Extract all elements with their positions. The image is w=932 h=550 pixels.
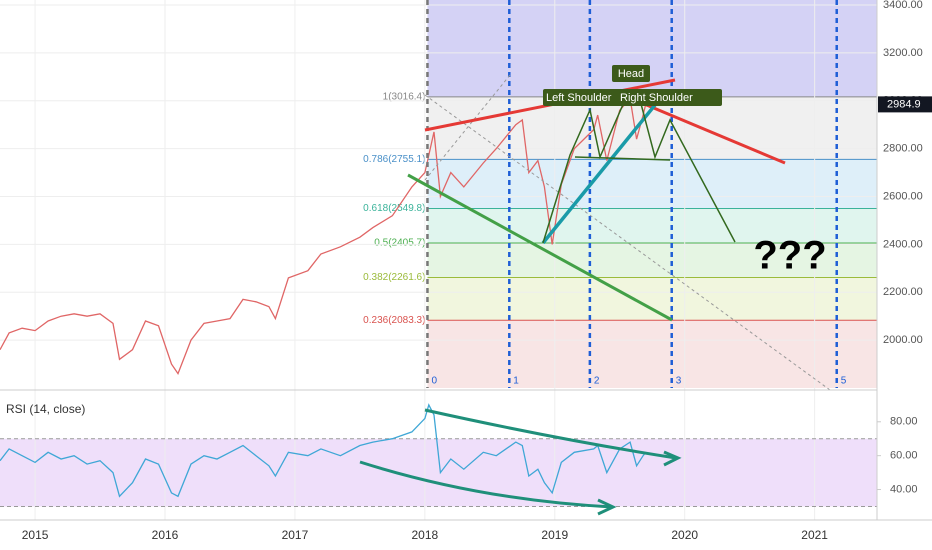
fib-band (427, 277, 877, 321)
trend-line (407, 173, 673, 322)
time-zone-label: 5 (841, 376, 847, 387)
axes: 2015 2016 2017 2018 2019 2020 20212000.002200.… (22, 0, 932, 542)
series-line (0, 403, 647, 498)
y-tick-label: 3400.00 (883, 0, 923, 11)
y-tick-label: 3200.00 (883, 47, 923, 59)
fib-label: 0.236(2083.3) (363, 315, 425, 326)
fib-label: 0.786(2755.1) (363, 154, 425, 165)
x-tick-label: 2015 (22, 528, 49, 542)
fib-label: 0.382(2261.6) (363, 272, 425, 283)
annotation: Head (618, 68, 644, 80)
y-tick-label: 2800.00 (883, 143, 923, 155)
y-tick-label: 2600.00 (883, 190, 923, 202)
annotation: ??? (753, 234, 826, 278)
fib-band (427, 159, 877, 209)
rsi-title: RSI (14, close) (6, 402, 85, 416)
price-tag (878, 96, 932, 113)
x-tick-label: 2016 (152, 528, 179, 542)
rsi-arrow (424, 408, 677, 460)
fib-band (427, 243, 877, 278)
y-tick-label: 40.00 (890, 483, 918, 495)
y-tick-label: 2200.00 (883, 286, 923, 298)
annotation: Right Shoulder (620, 92, 693, 104)
annotation: Left Shoulder (546, 92, 612, 104)
time-zone-label: 3 (676, 376, 682, 387)
time-zone-label: 0 (431, 376, 437, 387)
arrow-head (663, 450, 682, 467)
label-box (617, 89, 722, 106)
trend-line (541, 103, 657, 245)
backgrounds (0, 0, 877, 507)
fib-diagonal (424, 74, 511, 181)
x-tick-label: 2020 (671, 528, 698, 542)
fib-label: 0.618(2549.8) (363, 203, 425, 214)
price-tag-label: 2984.9 (887, 98, 921, 110)
neckline (574, 156, 671, 161)
y-tick-label: 2400.00 (883, 238, 923, 250)
y-tick-label: 80.00 (890, 416, 918, 428)
y-tick-label: 2000.00 (883, 334, 923, 346)
fib-band (427, 320, 877, 388)
fib-label: 1(3016.4) (383, 91, 426, 102)
rsi-arrow (359, 460, 613, 509)
grid: 1(3016.4) 0.786(2755.1) 0.618(2549.8) 0.5(2… (0, 0, 877, 520)
arrow-head (597, 498, 617, 516)
rsi-band (0, 438, 877, 507)
x-tick-label: 2019 (541, 528, 568, 542)
x-tick-label: 2017 (282, 528, 309, 542)
label-box (543, 89, 623, 106)
x-tick-label: 2021 (801, 528, 828, 542)
time-zone-label: 2 (594, 376, 600, 387)
fib-label: 0.5(2405.7) (374, 238, 425, 249)
label-box (612, 65, 650, 82)
time-zone-label: 1 (513, 376, 519, 387)
y-tick-label: 60.00 (890, 450, 918, 462)
x-tick-label: 2018 (412, 528, 439, 542)
zone-background (427, 0, 877, 97)
